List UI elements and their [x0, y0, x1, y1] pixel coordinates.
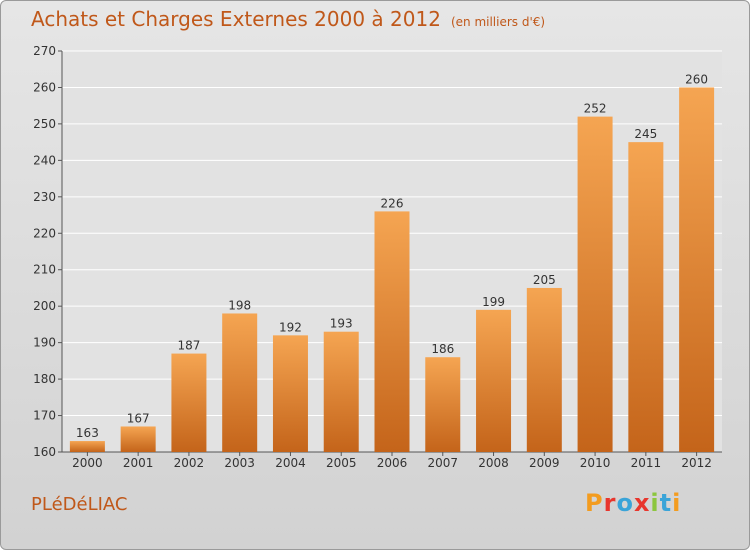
bar-value-label: 245	[634, 127, 657, 141]
y-tick-label: 210	[33, 263, 56, 277]
x-tick-label: 2003	[224, 456, 255, 470]
y-tick-label: 250	[33, 117, 56, 131]
bar-value-label: 252	[584, 102, 607, 116]
y-tick-label: 200	[33, 299, 56, 313]
bar-value-label: 186	[431, 342, 454, 356]
x-tick-label: 2006	[377, 456, 408, 470]
logo-letter: i	[650, 489, 660, 517]
x-tick-label: 2002	[174, 456, 205, 470]
x-tick-label: 2000	[72, 456, 103, 470]
x-tick-label: 2012	[681, 456, 712, 470]
bar	[425, 357, 461, 452]
x-tick-label: 2011	[631, 456, 662, 470]
bar	[323, 331, 359, 452]
bar-value-label: 226	[381, 196, 404, 210]
logo-letter: t	[659, 489, 673, 517]
x-tick-label: 2008	[478, 456, 509, 470]
x-tick-label: 2007	[427, 456, 458, 470]
y-tick-label: 270	[33, 44, 56, 58]
bar-value-label: 260	[685, 72, 708, 86]
bar	[374, 211, 410, 452]
bar	[476, 309, 512, 452]
logo-letter: i	[672, 489, 682, 517]
proxiti-logo: Proxiti	[585, 489, 681, 517]
bar-value-label: 163	[76, 426, 99, 440]
y-tick-label: 240	[33, 153, 56, 167]
y-tick-label: 170	[33, 409, 56, 423]
bar-value-label: 198	[228, 298, 251, 312]
bar-value-label: 167	[127, 411, 150, 425]
bar-value-label: 193	[330, 317, 353, 331]
y-tick-label: 180	[33, 372, 56, 386]
x-tick-label: 2010	[580, 456, 611, 470]
x-tick-label: 2005	[326, 456, 357, 470]
chart-title: Achats et Charges Externes 2000 à 2012 (e…	[31, 7, 545, 31]
x-tick-label: 2009	[529, 456, 560, 470]
chart-title-text: Achats et Charges Externes 2000 à 2012	[31, 7, 441, 31]
bar-value-label: 192	[279, 320, 302, 334]
bar	[628, 142, 664, 453]
x-tick-label: 2001	[123, 456, 154, 470]
logo-letter: P	[585, 489, 604, 517]
logo-letter: r	[603, 489, 617, 517]
commune-name: PLéDéLIAC	[31, 494, 128, 515]
logo-letter: x	[633, 489, 651, 517]
bar	[577, 116, 613, 453]
bar	[69, 441, 105, 452]
y-tick-label: 220	[33, 226, 56, 240]
bar	[171, 353, 207, 452]
bar	[222, 313, 258, 452]
bar-value-label: 187	[177, 339, 200, 353]
bar	[120, 426, 156, 452]
y-tick-label: 160	[33, 445, 56, 459]
x-tick-label: 2004	[275, 456, 306, 470]
bar-value-label: 199	[482, 295, 505, 309]
bar	[679, 87, 715, 453]
bar	[526, 287, 562, 452]
y-tick-label: 230	[33, 190, 56, 204]
logo-letter: o	[616, 489, 634, 517]
chart-unit: (en milliers d'€)	[450, 15, 546, 29]
y-tick-label: 260	[33, 80, 56, 94]
bar-value-label: 205	[533, 273, 556, 287]
bar	[272, 335, 308, 452]
y-tick-label: 190	[33, 336, 56, 350]
